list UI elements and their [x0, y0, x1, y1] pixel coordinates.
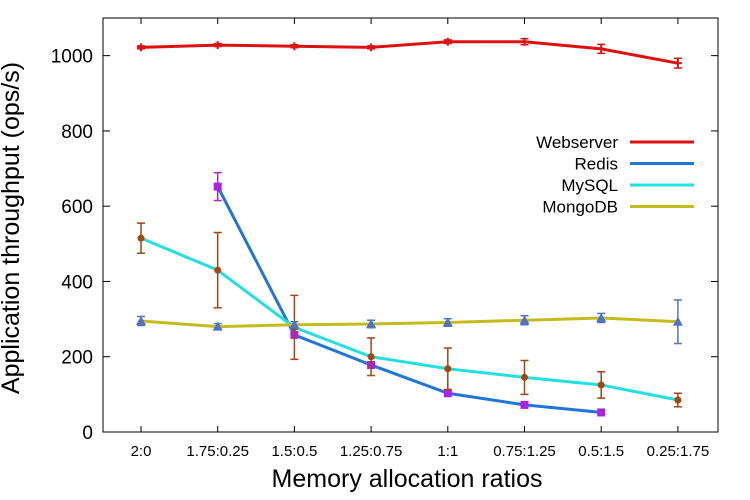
x-tick-label: 0.75:1.25 — [493, 443, 556, 460]
mysql-point — [674, 396, 682, 404]
y-tick-label: 800 — [61, 122, 93, 143]
x-tick-label: 0.25:1.75 — [647, 443, 710, 460]
plot-border — [102, 17, 719, 433]
mongodb-series — [136, 299, 683, 345]
redis-point — [520, 400, 529, 409]
mongodb-point — [596, 312, 607, 322]
legend-label-redis: Redis — [575, 155, 618, 174]
redis-point — [443, 389, 452, 398]
x-axis-title: Memory allocation ratios — [272, 465, 543, 493]
mysql-line — [140, 236, 679, 402]
mongodb-line — [140, 316, 678, 329]
x-tick-label: 1.75:0.25 — [186, 443, 249, 460]
y-tick-label: 200 — [61, 348, 93, 369]
x-tick-label: 2:0 — [131, 443, 152, 460]
series-layer — [136, 37, 683, 417]
x-tick-label: 1:1 — [437, 443, 458, 460]
legend-label-mysql: MySQL — [561, 176, 618, 195]
x-tick-label: 1.25:0.75 — [340, 443, 403, 460]
y-tick-label: 0 — [82, 423, 93, 444]
mysql-point — [367, 353, 375, 361]
y-tick-label: 600 — [61, 197, 93, 218]
mongodb-point — [136, 315, 146, 325]
webserver-point — [213, 41, 222, 50]
webserver-point — [443, 37, 452, 46]
mongodb-point — [212, 321, 223, 331]
y-axis: 0 200 400 600 800 1000 — [51, 47, 718, 444]
mongodb-point — [519, 315, 530, 325]
legend: Webserver Redis MySQL MongoDB — [536, 133, 694, 217]
mysql-point — [214, 266, 222, 274]
webserver-point — [367, 43, 376, 52]
redis-line — [216, 185, 602, 414]
redis-point — [597, 408, 606, 417]
mongodb-point — [442, 317, 453, 327]
mongodb-point — [366, 318, 377, 328]
mysql-point — [597, 381, 605, 389]
mysql-point — [521, 373, 528, 381]
x-axis: 2:0 1.75:0.25 1.5:0.5 1.25:0.75 1:1 0.75:1.25… — [131, 18, 710, 460]
webserver-point — [597, 44, 606, 53]
y-axis-title: Application throughput (ops/s) — [0, 62, 25, 394]
webserver-line — [140, 40, 679, 65]
redis-point — [213, 182, 222, 191]
mysql-point — [137, 234, 145, 242]
webserver-point — [290, 42, 299, 51]
y-tick-label: 400 — [61, 272, 93, 293]
legend-label-webserver: Webserver — [536, 133, 618, 152]
mysql-series — [137, 222, 682, 408]
plot-frame — [102, 17, 719, 433]
webserver-point — [137, 43, 145, 52]
legend-label-mongodb: MongoDB — [542, 198, 618, 217]
mongodb-point — [289, 319, 300, 329]
mysql-point — [444, 365, 452, 373]
webserver-series — [137, 37, 682, 69]
mongodb-point — [672, 316, 683, 326]
webserver-point — [520, 37, 529, 46]
webserver-point — [673, 59, 682, 68]
x-tick-label: 0.5:1.5 — [578, 443, 624, 460]
y-tick-label: 1000 — [51, 47, 93, 68]
x-tick-label: 1.5:0.5 — [271, 443, 317, 460]
